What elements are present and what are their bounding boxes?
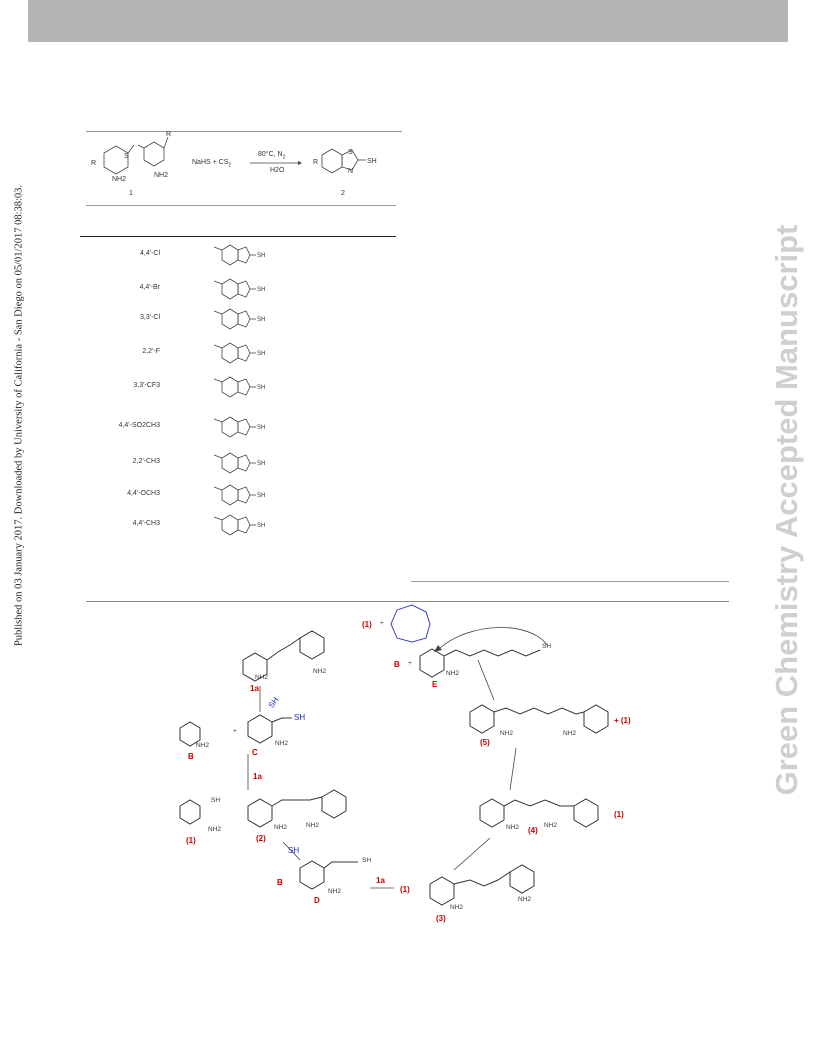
benzothiazole-structure: SH — [213, 342, 265, 364]
label-5: (5) — [480, 738, 490, 747]
label-3: (3) — [436, 914, 446, 923]
label-h2n-2: NH2 — [306, 822, 320, 829]
label-E: E — [432, 680, 438, 689]
substituent-cell: 3,3'-CF3 — [133, 382, 160, 389]
label-sh-2: SH — [288, 846, 300, 855]
label-1-left: (1) — [186, 836, 196, 845]
product-sh: SH — [367, 158, 377, 165]
label-product: 2 — [341, 190, 345, 197]
table-header-rule — [80, 236, 396, 237]
svg-text:SH: SH — [257, 523, 265, 529]
label-2: (2) — [256, 834, 266, 843]
label-B-top: B — [394, 660, 400, 669]
svg-text:SH: SH — [257, 253, 265, 259]
benzothiazole-structure: SH — [213, 484, 265, 506]
label-nh2-C: NH2 — [275, 740, 289, 747]
label-sh-C: SH — [294, 713, 306, 722]
svg-text:SH: SH — [257, 385, 265, 391]
svg-text:SH: SH — [257, 351, 265, 357]
svg-text:SH: SH — [257, 287, 265, 293]
table-row: 4,4'-OCH3 SH — [110, 484, 290, 514]
table-row: 3,3'-Cl SH — [110, 308, 290, 338]
table-row: 4,4'-Br SH — [110, 278, 290, 308]
label-nh2-1: NH2 — [208, 826, 222, 833]
benzothiazole-structure: SH — [213, 278, 265, 300]
reagent-r-left: R — [91, 160, 97, 167]
table-row: 4,4'-SO2CH3 SH — [110, 416, 290, 446]
label-sh-1: SH — [211, 797, 221, 804]
label-sh-D: SH — [362, 857, 372, 864]
table-row: 2,2'-CH3 SH — [110, 452, 290, 482]
label-1-top: (1) — [362, 620, 372, 629]
svg-text:SH: SH — [257, 425, 265, 431]
reaction-scheme — [103, 136, 366, 175]
label-nh2-3-right: NH2 — [518, 896, 532, 903]
label-B-bottom: B — [277, 878, 283, 887]
table-row: 2,2'-F SH — [110, 342, 290, 372]
label-1-right4: (1) — [614, 810, 624, 819]
reagent-nahs: NaHS + CS2 — [192, 159, 232, 169]
svg-text:SH: SH — [257, 317, 265, 323]
label-1-right5: + (1) — [614, 716, 631, 725]
label-nh2-1a-left: NH2 — [255, 674, 269, 681]
substituent-cell: 4,4'-Br — [139, 284, 160, 291]
label-1a-bottom: 1a — [376, 876, 385, 885]
benzothiazole-structure: SH — [213, 514, 265, 536]
condition-top: 80°C, N2 — [258, 151, 286, 161]
label-nh2-4: NH2 — [506, 824, 520, 831]
label-nh2-2: NH2 — [274, 824, 288, 831]
label-C: C — [252, 748, 258, 757]
label-nh2-3: NH2 — [450, 904, 464, 911]
reagent-r-right: R — [166, 131, 172, 138]
table-row: 4,4'-Cl SH — [110, 244, 290, 274]
benzothiazole-structure: SH — [213, 244, 265, 266]
label-4: (4) — [528, 826, 538, 835]
scheme-top-rule-short — [411, 581, 729, 582]
substituent-cell: 3,3'-Cl — [139, 314, 160, 321]
label-plus-top: + — [380, 620, 384, 627]
reagent-nh2-right: NH2 — [154, 172, 169, 179]
header-bar — [28, 0, 788, 42]
svg-text:SH: SH — [257, 493, 265, 499]
benzothiazole-structure: SH — [213, 452, 265, 474]
svg-text:SH: SH — [257, 461, 265, 467]
substituent-cell: 4,4'-CH3 — [132, 520, 160, 527]
reagent-s: S — [124, 153, 129, 160]
label-nh2-E: NH2 — [446, 670, 460, 677]
table-row: 4,4'-CH3 SH — [110, 514, 290, 544]
label-nh2-5: NH2 — [500, 730, 514, 737]
condition-bottom: H2O — [270, 167, 285, 174]
label-1-bottom: (1) — [400, 885, 410, 894]
table-mid-rule — [86, 205, 396, 206]
product-s: S — [348, 149, 353, 156]
label-1a-mid: 1a — [253, 772, 262, 781]
substituent-cell: 4,4'-OCH3 — [127, 490, 160, 497]
label-start: 1 — [129, 190, 133, 197]
table-top-rule — [86, 131, 402, 132]
label-h2n-4: NH2 — [544, 822, 558, 829]
label-nh2-D: NH2 — [328, 888, 342, 895]
substituent-cell: 4,4'-Cl — [139, 250, 160, 257]
label-h2n-5: NH2 — [563, 730, 577, 737]
reagent-nh2-left: NH2 — [112, 176, 127, 183]
substituent-cell: 2,2'-CH3 — [132, 458, 160, 465]
substituent-cell: 2,2'-F — [142, 348, 160, 355]
benzothiazole-structure: SH — [213, 416, 265, 438]
label-plus-BE: + — [408, 660, 412, 667]
scheme-top-rule — [86, 601, 729, 602]
label-nh2-B-left: NH2 — [196, 742, 210, 749]
label-D: D — [314, 896, 320, 905]
benzothiazole-structure: SH — [213, 376, 265, 398]
label-sh-E: SH — [542, 643, 552, 650]
label-plus-bc: + — [233, 728, 237, 735]
table-row: 3,3'-CF3 SH — [110, 376, 290, 406]
label-nh2-1a-right: NH2 — [313, 668, 327, 675]
product-r: R — [313, 159, 319, 166]
label-B-left: B — [188, 752, 194, 761]
product-n: N — [348, 168, 354, 175]
benzothiazole-structure: SH — [213, 308, 265, 330]
label-1a-top: 1a — [250, 684, 259, 693]
substituent-cell: 4,4'-SO2CH3 — [118, 422, 160, 429]
